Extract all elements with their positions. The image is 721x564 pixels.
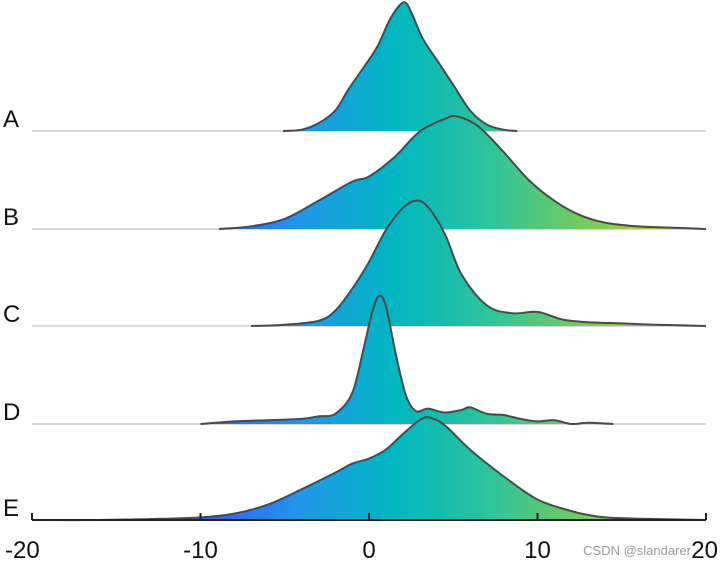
ridge-outline (283, 1, 518, 132)
x-tick-label: 10 (524, 537, 551, 564)
x-tick-label: 0 (362, 537, 375, 564)
ridge-label: C (3, 301, 20, 328)
ridge-area (251, 200, 706, 326)
ridge-outline (218, 114, 707, 230)
x-tick-label: 20 (691, 537, 718, 564)
ridge-area (283, 2, 518, 132)
ridge-area (32, 417, 706, 521)
ridges-group: A B C D E (3, 1, 707, 522)
ridge-label: E (3, 495, 19, 522)
ridge-e: E (3, 416, 707, 522)
ridge-outline (200, 294, 614, 426)
ridge-a: A (3, 1, 706, 133)
ridge-d: D (3, 294, 706, 426)
ridge-label: B (3, 204, 19, 231)
ridge-outline (31, 416, 707, 522)
watermark-text: CSDN @slandarer (583, 543, 691, 558)
ridge-area (219, 115, 706, 229)
x-tick-label: -20 (5, 537, 40, 564)
ridge-outline (251, 199, 707, 327)
ridge-b: B (3, 114, 707, 231)
x-axis: -20 -10 0 10 20 (5, 513, 718, 564)
ridge-label: D (3, 399, 20, 426)
x-tick-label: -10 (183, 537, 218, 564)
ridge-label: A (3, 106, 19, 133)
